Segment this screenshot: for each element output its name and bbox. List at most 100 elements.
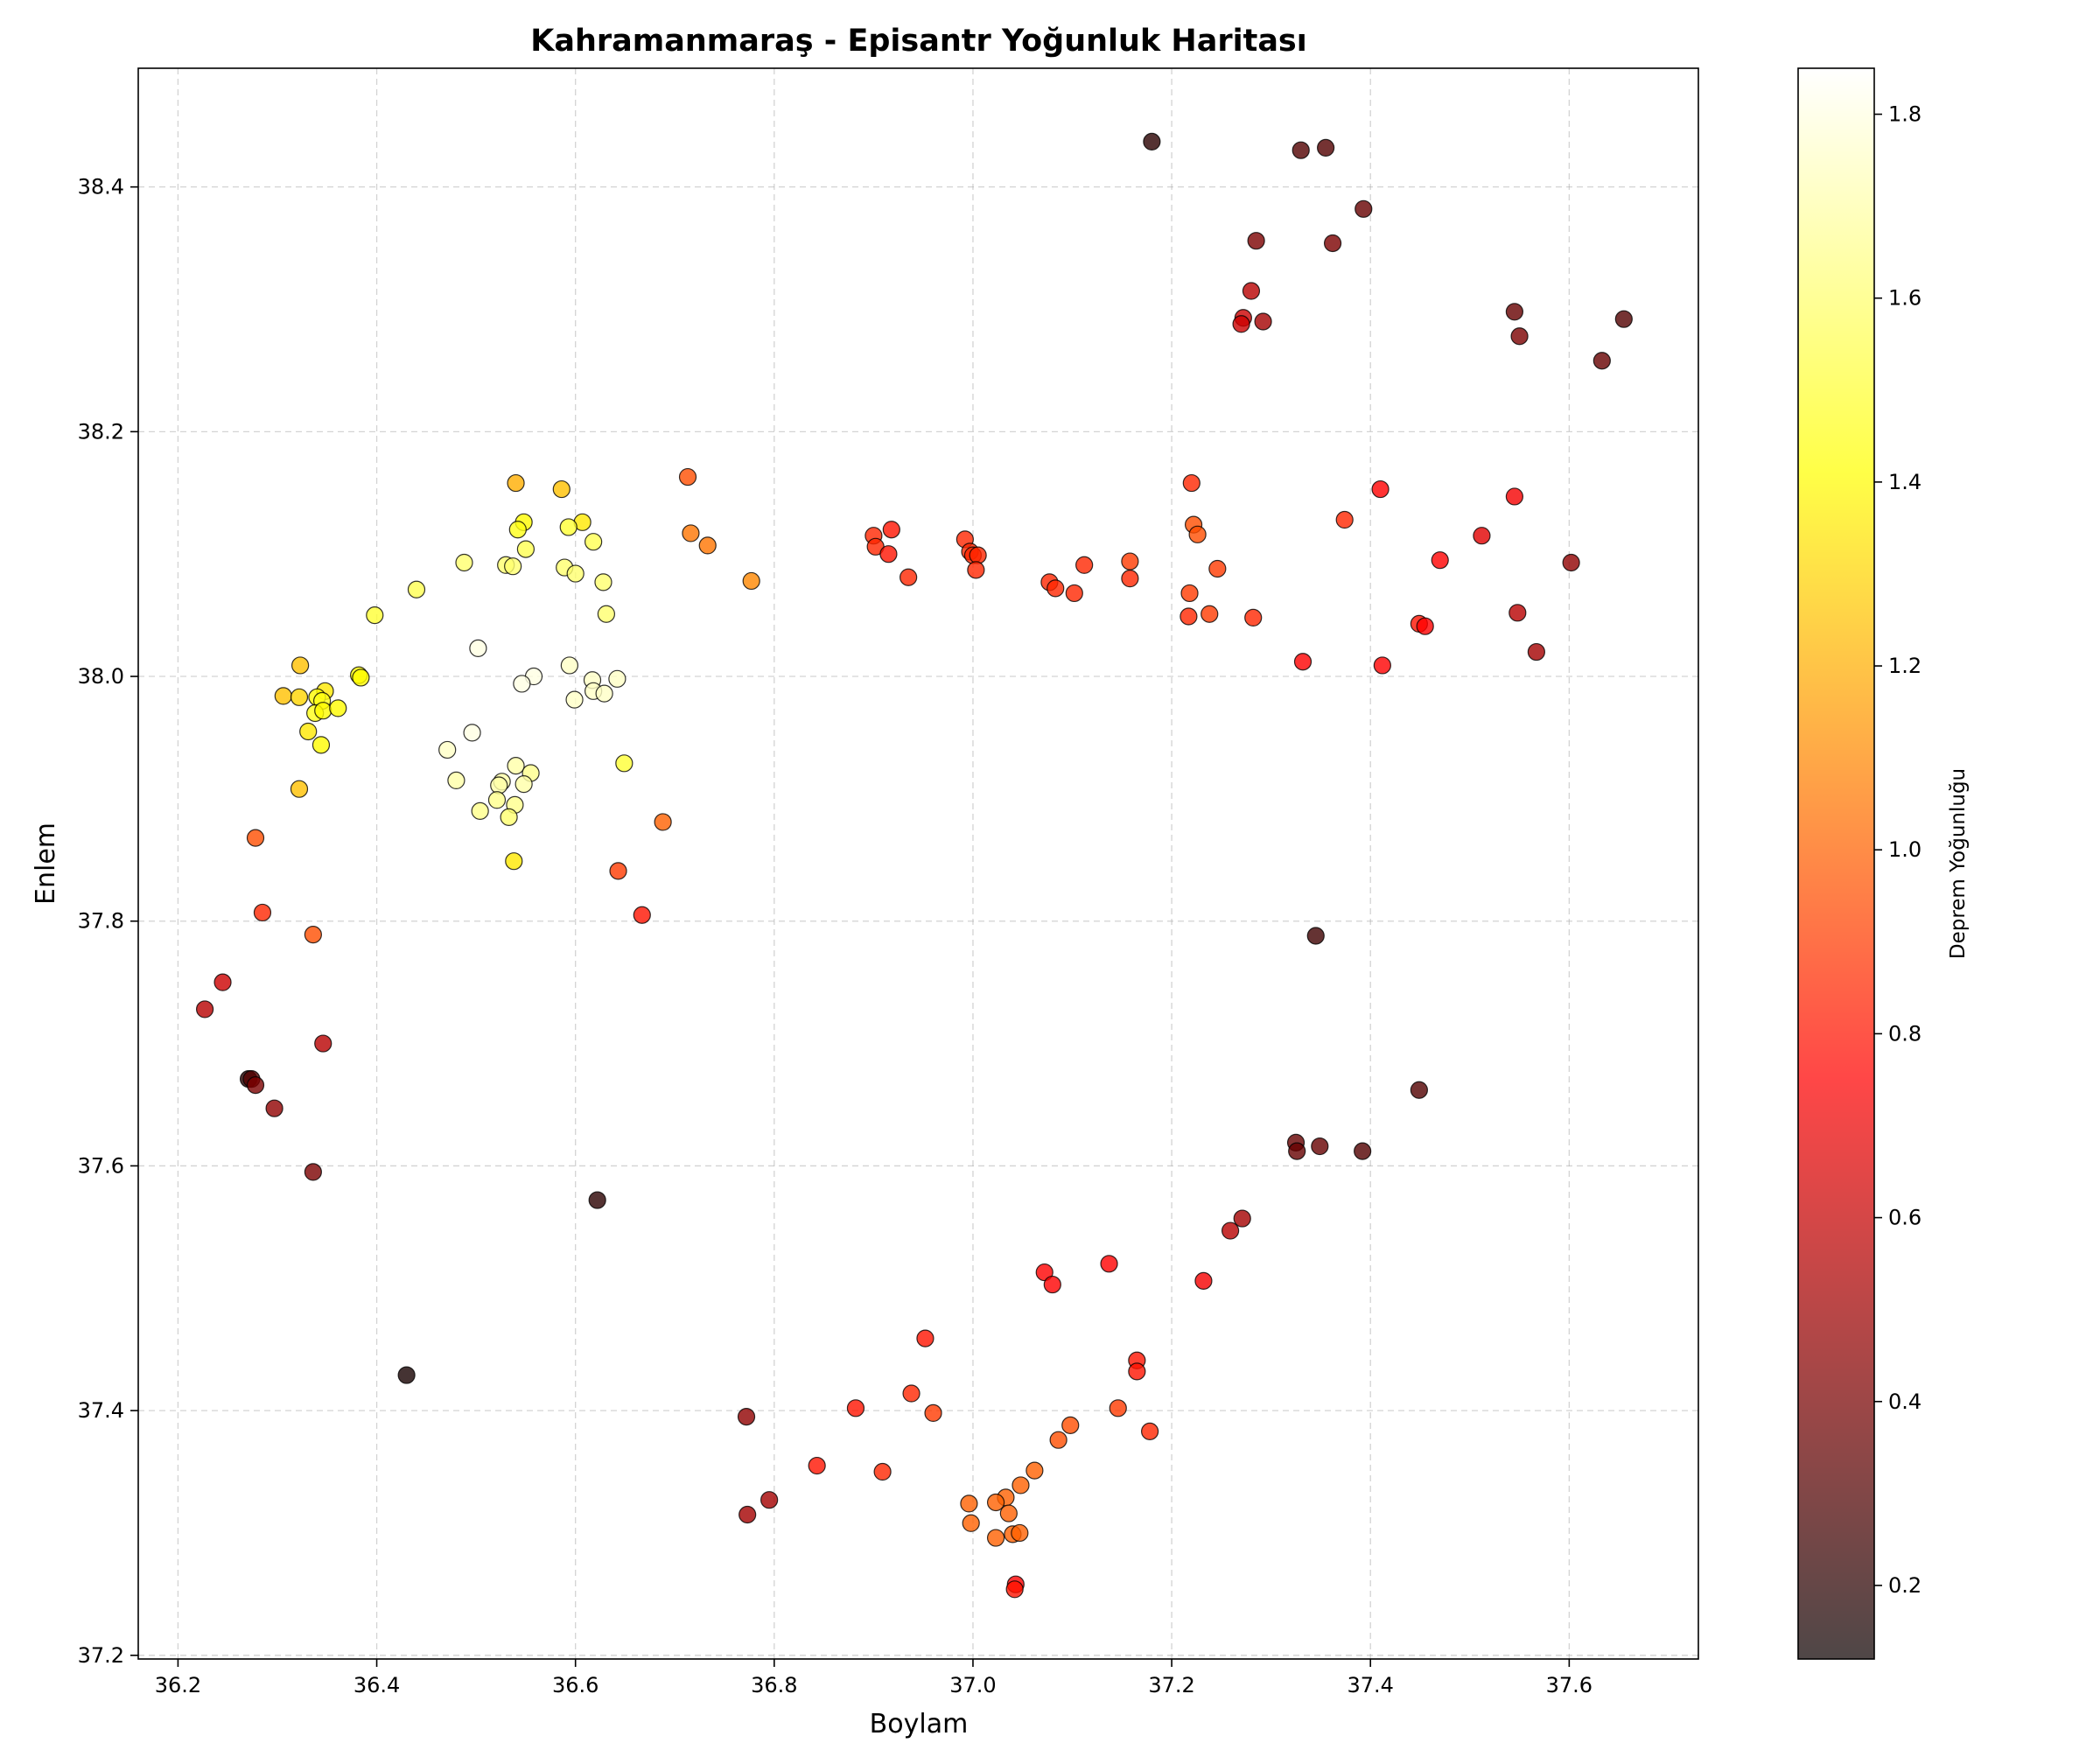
- epicenter-point: [560, 656, 578, 675]
- epicenter-point: [1293, 653, 1312, 671]
- epicenter-point: [500, 808, 518, 826]
- epicenter-point: [505, 852, 523, 871]
- y-tick-label: 38.0: [78, 664, 124, 689]
- epicenter-point: [291, 656, 310, 675]
- epicenter-point: [1100, 1255, 1118, 1273]
- epicenter-point: [1049, 1431, 1068, 1449]
- epicenter-point: [737, 1408, 756, 1426]
- epicenter-point: [253, 903, 272, 922]
- epicenter-point: [682, 524, 700, 542]
- epicenter-point: [1242, 282, 1261, 300]
- epicenter-point: [487, 791, 507, 809]
- epicenter-point: [566, 564, 584, 583]
- epicenter-point: [1128, 1362, 1146, 1381]
- epicenter-point: [516, 540, 536, 558]
- colorbar-tick-label: 1.0: [1888, 837, 1922, 862]
- epicenter-point: [1221, 1222, 1240, 1240]
- colorbar-tick-label: 1.2: [1888, 654, 1922, 678]
- epicenter-point: [1143, 132, 1161, 151]
- grid-lines: [138, 68, 1698, 1659]
- epicenter-point: [1046, 579, 1065, 598]
- epicenter-point: [882, 521, 900, 539]
- epicenter-point: [1232, 315, 1250, 333]
- epicenter-point: [1431, 551, 1449, 570]
- colorbar-tick-label: 0.8: [1888, 1021, 1922, 1046]
- epicenter-point: [584, 533, 603, 551]
- x-tick-label: 37.2: [1148, 1673, 1194, 1698]
- epicenter-point: [514, 774, 533, 794]
- epicenter-point: [1311, 1137, 1329, 1156]
- epicenter-point: [760, 1491, 779, 1509]
- x-tick-label: 37.4: [1348, 1673, 1394, 1698]
- epicenter-point: [588, 1191, 606, 1209]
- epicenter-point: [678, 467, 697, 486]
- epicenter-point: [290, 688, 309, 706]
- epicenter-point: [594, 573, 612, 592]
- epicenter-point: [314, 702, 332, 720]
- colorbar-frame: [1797, 67, 1875, 1660]
- epicenter-point: [615, 754, 634, 773]
- epicenter-point: [1306, 927, 1325, 945]
- epicenter-point: [471, 802, 489, 820]
- epicenter-point: [447, 771, 466, 790]
- epicenter-point: [1592, 352, 1611, 370]
- epicenter-point: [808, 1456, 826, 1475]
- epicenter-point: [1510, 327, 1529, 346]
- epicenter-point: [469, 639, 487, 657]
- epicenter-point: [1323, 234, 1342, 253]
- colorbar: 0.2 0.4 0.6 0.8 1.0 1.2 1.4 1.6 1.8 Deprem Yoğun…: [1797, 67, 1970, 1660]
- epicenter-point: [1121, 570, 1139, 588]
- epicenter-point: [1182, 473, 1200, 493]
- epicenter-point: [1026, 1461, 1044, 1480]
- epicenter-point: [1121, 552, 1139, 570]
- colorbar-tick-label: 0.4: [1888, 1390, 1922, 1414]
- epicenter-point: [1292, 141, 1310, 159]
- epicenter-point: [1335, 510, 1354, 529]
- epicenter-point: [246, 1076, 265, 1095]
- x-axis-ticks: 36.2 36.4 36.6 36.8 37.0 37.2 37.4 37.6: [155, 1659, 1592, 1698]
- epicenter-point: [633, 906, 651, 924]
- epicenter-point: [698, 536, 717, 555]
- epicenter-point: [274, 687, 292, 705]
- epicenter-point: [1288, 1142, 1306, 1160]
- epicenter-point: [1005, 1580, 1024, 1599]
- epicenter-point: [455, 553, 473, 572]
- epicenter-point: [1244, 608, 1263, 627]
- epicenter-point: [559, 518, 578, 536]
- epicenter-point: [879, 545, 898, 564]
- y-tick-label: 38.4: [78, 175, 124, 200]
- epicenter-point: [366, 606, 384, 625]
- epicenter-point: [195, 1000, 214, 1018]
- epicenter-point: [969, 546, 987, 564]
- y-tick-label: 37.8: [78, 909, 124, 934]
- epicenter-point: [312, 736, 331, 754]
- epicenter-point: [1473, 527, 1491, 545]
- colorbar-tick-label: 1.6: [1888, 286, 1922, 311]
- data-points: [195, 132, 1633, 1599]
- epicenter-point: [1035, 1263, 1054, 1282]
- y-axis-label: Enlem: [31, 822, 61, 905]
- epicenter-point: [1371, 480, 1390, 499]
- epicenter-point: [552, 480, 570, 499]
- x-tick-label: 36.8: [751, 1673, 797, 1698]
- epicenter-point: [1141, 1422, 1159, 1440]
- epicenter-point: [1012, 1476, 1030, 1494]
- epicenter-point: [609, 862, 627, 880]
- colorbar-tick-label: 0.2: [1888, 1573, 1922, 1598]
- x-tick-label: 36.2: [155, 1673, 201, 1698]
- epicenter-point: [397, 1366, 416, 1384]
- colorbar-gradient: [1798, 68, 1874, 1659]
- epicenter-point: [438, 740, 457, 760]
- x-tick-label: 37.6: [1546, 1673, 1592, 1698]
- epicenter-point: [608, 669, 626, 688]
- epicenter-point: [1354, 200, 1373, 218]
- epicenter-point: [1416, 617, 1434, 635]
- epicenter-point: [1505, 487, 1524, 506]
- epicenter-point: [1354, 1142, 1372, 1160]
- epicenter-point: [290, 780, 309, 798]
- epicenter-point: [246, 829, 265, 847]
- epicenter-point: [490, 776, 508, 794]
- y-tick-label: 38.2: [78, 419, 124, 444]
- epicenter-point: [916, 1329, 934, 1348]
- epicenter-point: [924, 1404, 942, 1423]
